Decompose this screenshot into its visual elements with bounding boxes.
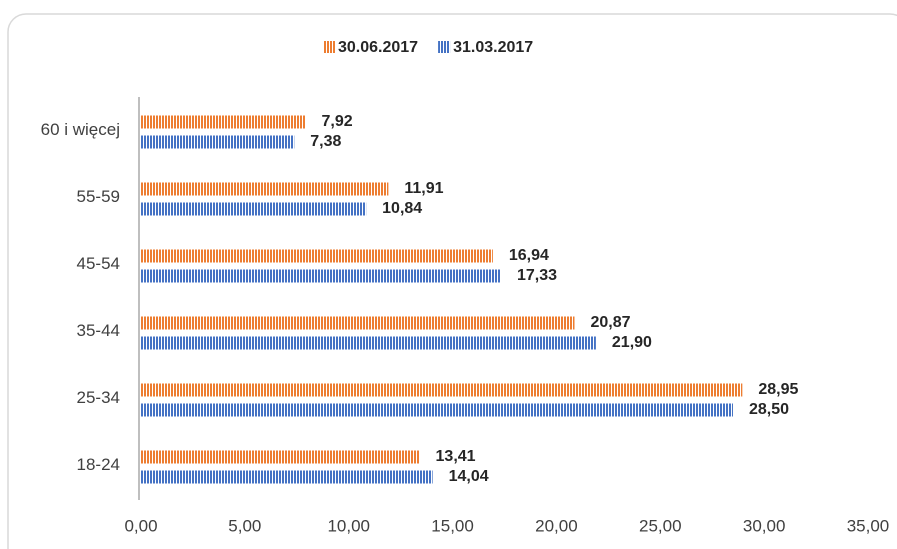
bar	[141, 135, 295, 149]
category-label: 25-34	[77, 388, 120, 407]
value-label: 20,87	[590, 314, 630, 331]
bar	[141, 403, 733, 417]
x-tick-label: 25,00	[639, 516, 682, 535]
category-label: 18-24	[77, 455, 120, 474]
bar	[141, 336, 596, 350]
value-label: 7,38	[310, 133, 341, 150]
bar	[141, 450, 420, 464]
bar	[141, 470, 433, 484]
value-label: 14,04	[449, 468, 489, 485]
legend-label: 31.03.2017	[453, 39, 533, 56]
value-label: 16,94	[509, 247, 549, 264]
x-tick-label: 0,00	[124, 516, 157, 535]
value-label: 28,50	[749, 401, 789, 418]
x-tick-label: 10,00	[327, 516, 370, 535]
value-label: 21,90	[612, 334, 652, 351]
x-tick-label: 5,00	[228, 516, 261, 535]
legend-label: 30.06.2017	[338, 39, 418, 56]
bar	[141, 316, 575, 330]
legend-swatch	[438, 41, 451, 53]
value-label: 17,33	[517, 267, 557, 284]
x-tick-label: 30,00	[743, 516, 786, 535]
x-tick-label: 35,00	[847, 516, 890, 535]
value-label: 13,41	[436, 448, 476, 465]
x-tick-label: 15,00	[431, 516, 474, 535]
bar	[141, 269, 501, 283]
value-label: 28,95	[758, 381, 798, 398]
bar	[141, 383, 743, 397]
legend-swatch	[323, 41, 335, 53]
value-label: 11,91	[404, 180, 443, 197]
bar	[141, 182, 389, 196]
bar	[141, 115, 306, 129]
x-tick-label: 20,00	[535, 516, 578, 535]
value-label: 10,84	[382, 200, 422, 217]
category-label: 45-54	[77, 254, 120, 273]
category-label: 60 i więcej	[41, 120, 120, 139]
category-label: 35-44	[77, 321, 120, 340]
value-label: 7,92	[322, 113, 353, 130]
bar	[141, 249, 493, 263]
bar	[141, 202, 367, 216]
category-label: 55-59	[77, 187, 120, 206]
